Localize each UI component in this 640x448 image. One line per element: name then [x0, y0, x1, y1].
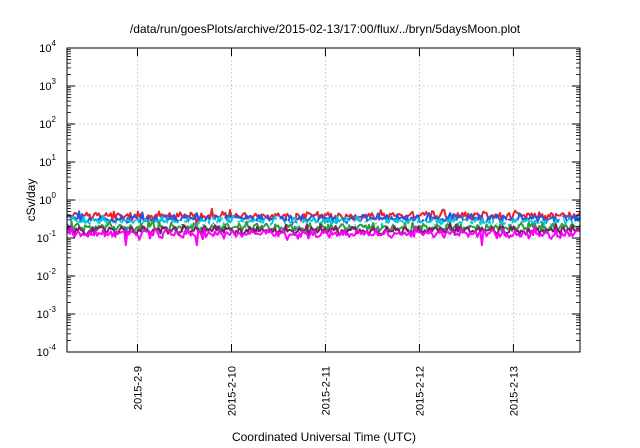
x-tick-label: 2015-2-11	[320, 366, 332, 415]
y-tick-label-base: 10	[37, 347, 49, 359]
x-axis-label: Coordinated Universal Time (UTC)	[232, 430, 416, 444]
y-tick-label: 10-3	[37, 305, 57, 321]
y-axis-label: cSv/day	[24, 179, 38, 222]
tick-marks	[67, 47, 580, 353]
y-tick-label-exponent: -4	[49, 343, 57, 352]
y-tick-label: 10-2	[37, 267, 57, 283]
chart-title: /data/run/goesPlots/archive/2015-02-13/1…	[130, 22, 521, 36]
y-tick-label-exponent: 4	[52, 39, 57, 48]
y-tick-label: 100	[39, 191, 56, 207]
y-tick-label-base: 10	[39, 43, 51, 55]
y-tick-label-base: 10	[37, 309, 49, 321]
y-tick-label: 104	[39, 39, 56, 55]
x-tick-label: 2015-2-12	[414, 366, 426, 416]
y-tick-label: 102	[39, 115, 56, 131]
y-tick-label-exponent: 3	[52, 77, 57, 86]
y-tick-label-base: 10	[39, 157, 51, 169]
y-tick-label-base: 10	[39, 195, 51, 207]
y-tick-label-base: 10	[37, 233, 49, 245]
x-tick-label: 2015-2-9	[132, 366, 144, 410]
y-tick-label-exponent: 1	[52, 153, 57, 162]
y-tick-label-exponent: 0	[52, 191, 57, 200]
y-tick-label-base: 10	[39, 119, 51, 131]
y-tick-label-base: 10	[37, 271, 49, 283]
y-tick-label-exponent: -1	[49, 229, 57, 238]
y-tick-label: 10-1	[37, 229, 57, 245]
y-tick-label-exponent: -3	[49, 305, 57, 314]
y-tick-label-exponent: 2	[52, 115, 57, 124]
x-tick-label: 2015-2-13	[508, 366, 520, 416]
y-tick-label-exponent: -2	[49, 267, 57, 276]
y-tick-label: 101	[39, 153, 56, 169]
x-tick-label: 2015-2-10	[226, 366, 238, 416]
series-group	[65, 207, 581, 247]
y-tick-label: 10-4	[37, 343, 57, 359]
x-tick-labels: 2015-2-9 2015-2-10 2015-2-11 2015-2-12 2015-…	[132, 366, 520, 416]
series-line	[66, 224, 581, 247]
y-tick-label: 103	[39, 77, 56, 93]
y-tick-label-base: 10	[39, 81, 51, 93]
grid	[67, 48, 580, 352]
series-line	[66, 219, 581, 235]
